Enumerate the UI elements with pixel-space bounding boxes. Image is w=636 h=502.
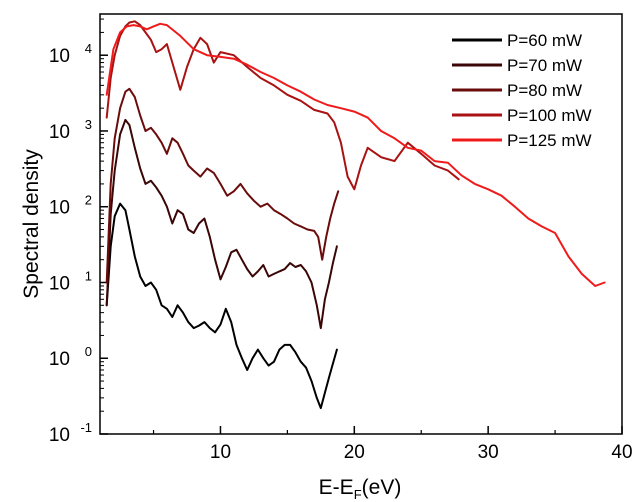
y-tick-label-10: 10 1 xyxy=(49,268,92,294)
legend-label-4: P=100 mW xyxy=(507,106,592,125)
series-line-2 xyxy=(105,118,338,330)
series-line-5 xyxy=(105,22,606,287)
x-tick-label-40: 40 xyxy=(611,442,632,463)
x-tick-label-10: 10 xyxy=(210,442,231,463)
y-tick-label-100: 10 2 xyxy=(49,193,92,219)
legend: P=60 mW P=70 mW P=80 mW P=100 mW P=125 mW xyxy=(452,31,592,150)
y-tick-label-0.1: 10 -1 xyxy=(49,420,92,446)
y-tick-label-10000: 10 4 xyxy=(49,41,92,67)
x-axis-title-unit: (eV) xyxy=(362,476,402,499)
series-line-3 xyxy=(105,87,340,284)
x-axis-title: E-EF(eV) xyxy=(319,476,402,502)
legend-label-5: P=125 mW xyxy=(507,131,592,150)
y-tick-label-1: 10 0 xyxy=(49,344,92,370)
plot-frame xyxy=(99,13,623,435)
x-axis-title-main: E-E xyxy=(319,476,354,499)
legend-label-3: P=80 mW xyxy=(507,81,582,100)
y-axis-title: Spectral density xyxy=(20,149,43,299)
legend-label-1: P=60 mW xyxy=(507,31,582,50)
legend-label-2: P=70 mW xyxy=(507,56,582,75)
series-layer xyxy=(105,20,606,410)
y-tick-label-1000: 10 3 xyxy=(49,117,92,143)
x-axis: 10 20 30 40 xyxy=(152,426,633,463)
x-tick-label-30: 30 xyxy=(478,442,499,463)
x-tick-label-20: 20 xyxy=(344,442,365,463)
series-line-1 xyxy=(105,202,338,410)
series-line-4 xyxy=(105,20,460,191)
x-axis-title-subscript: F xyxy=(354,487,362,502)
